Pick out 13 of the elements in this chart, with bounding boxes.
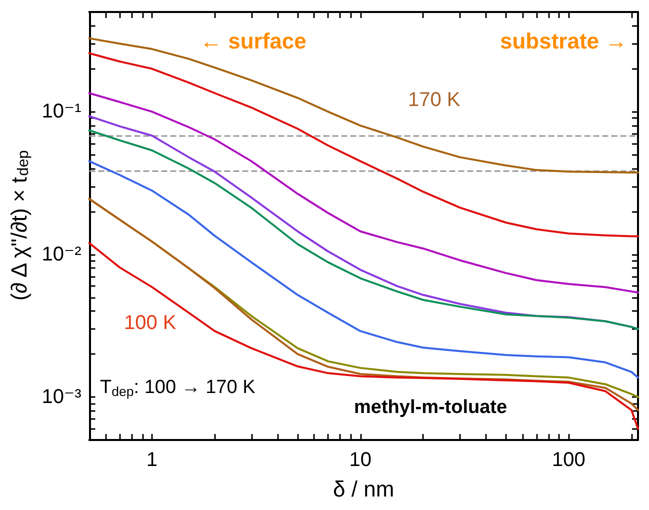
annotation: 100 K [124,312,177,334]
x-tick-label: 100 [552,449,586,471]
y-axis-title: (∂ Δ χ"/∂t) × tdep [6,150,32,301]
y-tick-label: 10⁻² [42,243,82,266]
x-tick-label: 10 [349,449,372,471]
y-tick-label: 10⁻¹ [42,100,82,123]
y-tick-label: 10⁻³ [42,386,82,408]
annotation: ← surface [200,28,306,54]
annotation: 170 K [408,89,461,111]
x-tick-label: 1 [146,449,158,471]
x-axis-title: δ / nm [333,476,394,502]
annotation: substrate → [500,28,628,54]
annotation: methyl-m-toluate [354,397,508,418]
